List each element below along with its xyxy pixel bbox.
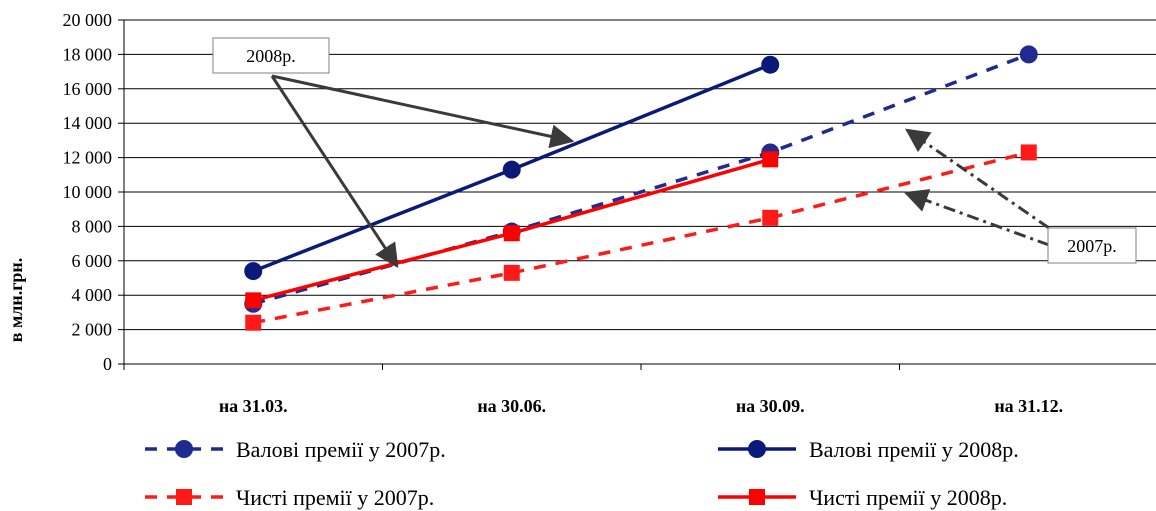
legend-item: Чисті премії у 2008р. [718, 485, 1007, 510]
y-tick-label: 4 000 [72, 285, 113, 305]
y-tick-label: 12 000 [63, 148, 113, 168]
data-point [1019, 45, 1038, 64]
legend-label: Чисті премії у 2008р. [809, 485, 1007, 510]
callout-arrow [903, 189, 1050, 247]
legend-item: Валові премії у 2008р. [718, 437, 1019, 462]
x-category-label: на 31.12. [994, 396, 1063, 416]
callout-arrow [905, 128, 1050, 230]
legend-label: Чисті премії у 2007р. [236, 485, 434, 510]
legend-item: Валові премії у 2007р. [145, 437, 446, 462]
annotation-layer: 2008р. 2007р. [212, 37, 1137, 269]
series-layer [244, 45, 1038, 331]
y-tick-label: 16 000 [63, 79, 113, 99]
y-axis-label: в млн.грн. [6, 258, 26, 343]
y-tick-label: 2 000 [72, 320, 113, 340]
legend: Валові премії у 2007р. Валові премії у 20… [145, 437, 1019, 510]
callout-box-2008 [212, 37, 330, 74]
data-point [245, 292, 262, 309]
series-2 [244, 55, 780, 281]
data-point [503, 264, 520, 281]
y-tick-label: 14 000 [63, 113, 113, 133]
data-point [245, 314, 262, 331]
legend-swatch-marker [176, 489, 192, 505]
data-point [502, 160, 521, 179]
callout-box-2007 [1047, 227, 1137, 264]
series-3 [245, 144, 1037, 331]
y-tick-labels: 0 2 000 4 000 6 000 8 000 10 000 12 000 14 000 1… [63, 10, 124, 374]
series-line [252, 52, 1030, 306]
series-4 [245, 151, 779, 309]
y-tick-label: 18 000 [63, 44, 113, 64]
legend-swatch-marker [749, 489, 765, 505]
callout-label-2007: 2007р. [1067, 236, 1117, 256]
data-point [244, 262, 263, 281]
x-category-label: на 30.09. [736, 396, 805, 416]
y-tick-label: 20 000 [63, 10, 113, 30]
legend-swatch-marker [175, 440, 193, 458]
data-point [1020, 144, 1037, 161]
legend-label: Валові премії у 2008р. [809, 437, 1019, 462]
data-point [503, 225, 520, 242]
y-tick-label: 0 [103, 354, 112, 374]
x-category-labels: на 31.03. на 30.06. на 30.09. на 31.12. [219, 396, 1063, 416]
x-category-label: на 30.06. [477, 396, 546, 416]
data-point [762, 151, 779, 168]
series-line [252, 150, 1030, 325]
legend-item: Чисті премії у 2007р. [145, 485, 434, 510]
callout-label-2008: 2008р. [246, 46, 296, 66]
data-point [761, 55, 780, 74]
legend-label: Валові премії у 2007р. [236, 437, 446, 462]
data-point [762, 209, 779, 226]
callout-arrow [271, 74, 575, 149]
y-tick-label: 6 000 [72, 251, 113, 271]
x-category-label: на 31.03. [219, 396, 288, 416]
x-tick-marks [123, 364, 900, 370]
callout-arrow [270, 75, 399, 269]
legend-swatch-marker [748, 440, 766, 458]
y-tick-label: 10 000 [63, 182, 113, 202]
y-tick-label: 8 000 [72, 216, 113, 236]
